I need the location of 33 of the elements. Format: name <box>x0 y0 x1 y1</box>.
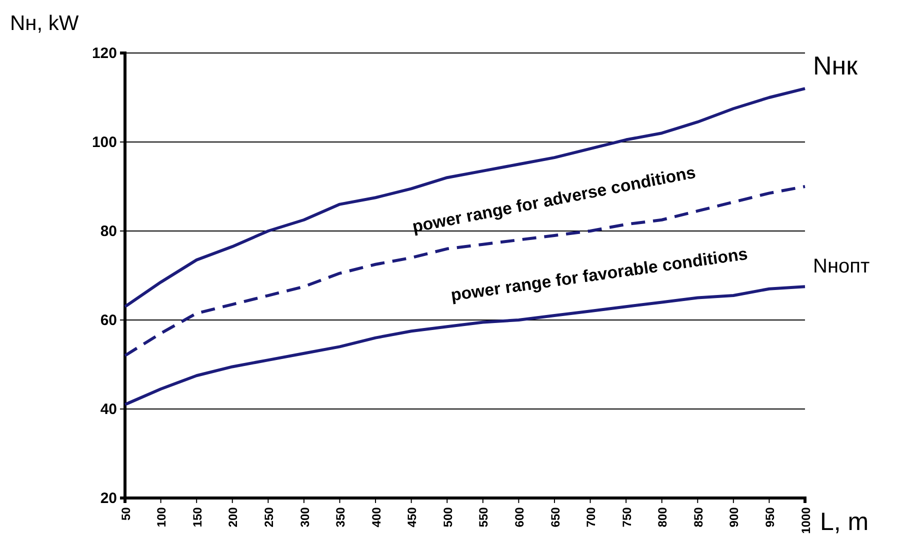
x-tick-label: 1000 <box>798 506 813 534</box>
y-tick-label: 120 <box>92 44 117 62</box>
x-tick-label: 200 <box>226 506 240 528</box>
x-axis-title: L, m <box>820 508 869 536</box>
y-tick-label: 60 <box>100 312 117 329</box>
x-tick-label: 900 <box>727 506 742 528</box>
x-tick-label: 300 <box>298 506 312 528</box>
series-label: Nнк <box>813 50 858 81</box>
x-tick-label: 850 <box>691 506 706 528</box>
x-tick-label: 650 <box>548 506 562 528</box>
annotation: power range for favorable conditions <box>450 244 749 305</box>
x-tick-label: 750 <box>620 506 634 528</box>
x-tick-label: 700 <box>584 506 598 528</box>
y-tick-label: 20 <box>100 490 117 507</box>
x-tick-label: 150 <box>190 506 204 528</box>
annotation: power range for adverse conditions <box>410 162 698 236</box>
x-tick-label: 950 <box>763 506 778 528</box>
x-tick-label: 800 <box>656 506 670 528</box>
x-tick-label: 400 <box>369 506 384 528</box>
series-label: Nнопт <box>813 256 870 278</box>
y-tick-label: 40 <box>100 400 117 418</box>
y-tick-label: 80 <box>100 222 117 240</box>
y-axis-title: Nн, kW <box>10 12 79 35</box>
x-tick-label: 250 <box>262 506 276 528</box>
y-tick-label: 100 <box>92 134 117 151</box>
x-tick-label: 50 <box>118 506 133 521</box>
x-tick-label: 500 <box>440 506 455 528</box>
x-tick-label: 450 <box>405 506 420 528</box>
x-tick-label: 550 <box>476 506 491 528</box>
x-tick-label: 100 <box>154 506 169 528</box>
line-series <box>124 87 806 308</box>
x-tick-label: 600 <box>512 506 526 528</box>
x-tick-label: 350 <box>334 506 348 528</box>
